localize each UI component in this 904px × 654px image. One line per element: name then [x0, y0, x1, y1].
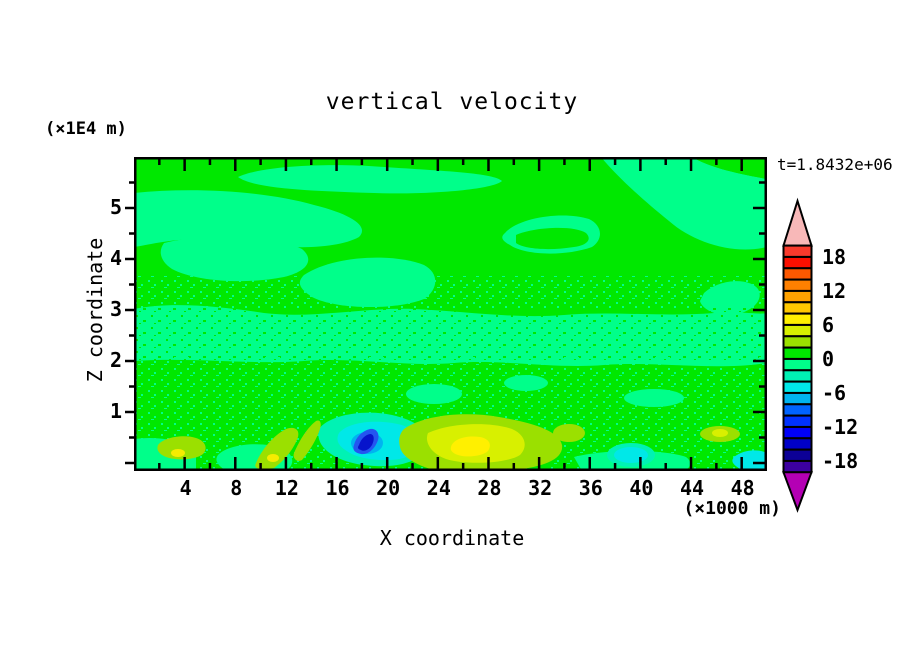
x-tick-label: 4	[179, 476, 192, 500]
x-tick-label: 12	[274, 476, 299, 500]
colorbar-segment	[782, 346, 813, 360]
colorbar-segments	[782, 244, 813, 474]
contour-plot	[125, 157, 767, 471]
x-tick-label: 20	[376, 476, 401, 500]
colorbar-segment	[782, 414, 813, 428]
x-tick-label: 44	[679, 476, 705, 500]
colorbar-segment	[782, 437, 813, 451]
x-tick-label: 36	[578, 476, 603, 500]
colorbar	[782, 197, 813, 513]
colorbar-segment	[782, 357, 813, 372]
colorbar-segment	[782, 301, 813, 315]
z-axis-unit-label: (×1E4 m)	[45, 119, 127, 139]
z-tick-label: 5	[109, 195, 122, 219]
colorbar-segment	[782, 312, 813, 326]
colorbar-segment	[782, 459, 813, 474]
x-tick-label: 48	[730, 476, 755, 500]
colorbar-segment	[782, 448, 813, 462]
colorbar-segment	[782, 335, 813, 349]
x-tick-label: 16	[325, 476, 350, 500]
colorbar-segment	[782, 278, 813, 292]
x-tick-label: 28	[477, 476, 502, 500]
colorbar-under-arrow	[782, 471, 813, 513]
z-tick-label: 2	[109, 348, 122, 372]
x-tick-label: 40	[629, 476, 654, 500]
chart-title: vertical velocity	[325, 89, 579, 115]
colorbar-tick-label: 12	[822, 278, 847, 303]
colorbar-tick-label: -18	[822, 448, 859, 473]
x-axis-unit-label: (×1000 m)	[683, 498, 781, 519]
colorbar-tick-label: -12	[822, 414, 859, 439]
colorbar-segment	[782, 267, 813, 281]
colorbar-segment	[782, 289, 813, 304]
green-contour-holes	[516, 157, 767, 250]
colorbar-tick-label: 18	[822, 244, 847, 269]
x-tick-label: 32	[528, 476, 553, 500]
x-axis-title: X coordinate	[379, 526, 525, 550]
axis-ticks	[125, 159, 765, 469]
x-tick-label: 24	[426, 476, 451, 500]
speckle-upper	[134, 275, 767, 309]
colorbar-tick-label: -6	[822, 380, 847, 405]
colorbar-over-arrow	[782, 197, 813, 247]
colorbar-segment	[782, 369, 813, 383]
z-tick-label: 1	[109, 399, 122, 423]
z-tick-label: 3	[109, 297, 122, 321]
colorbar-tick-label: 0	[822, 346, 835, 371]
colorbar-segment	[782, 323, 813, 338]
colorbar-segment	[782, 380, 813, 394]
colorbar-segment	[782, 244, 813, 258]
time-annotation: t=1.8432e+06	[777, 155, 893, 174]
colorbar-tick-label: 6	[822, 312, 835, 337]
z-tick-label: 4	[109, 246, 122, 270]
colorbar-segment	[782, 425, 813, 440]
colorbar-segment	[782, 255, 813, 270]
colorbar-segment	[782, 403, 813, 417]
colorbar-segment	[782, 391, 813, 406]
plot-frame	[134, 157, 767, 471]
surface-features	[157, 412, 767, 470]
x-tick-label: 8	[230, 476, 243, 500]
